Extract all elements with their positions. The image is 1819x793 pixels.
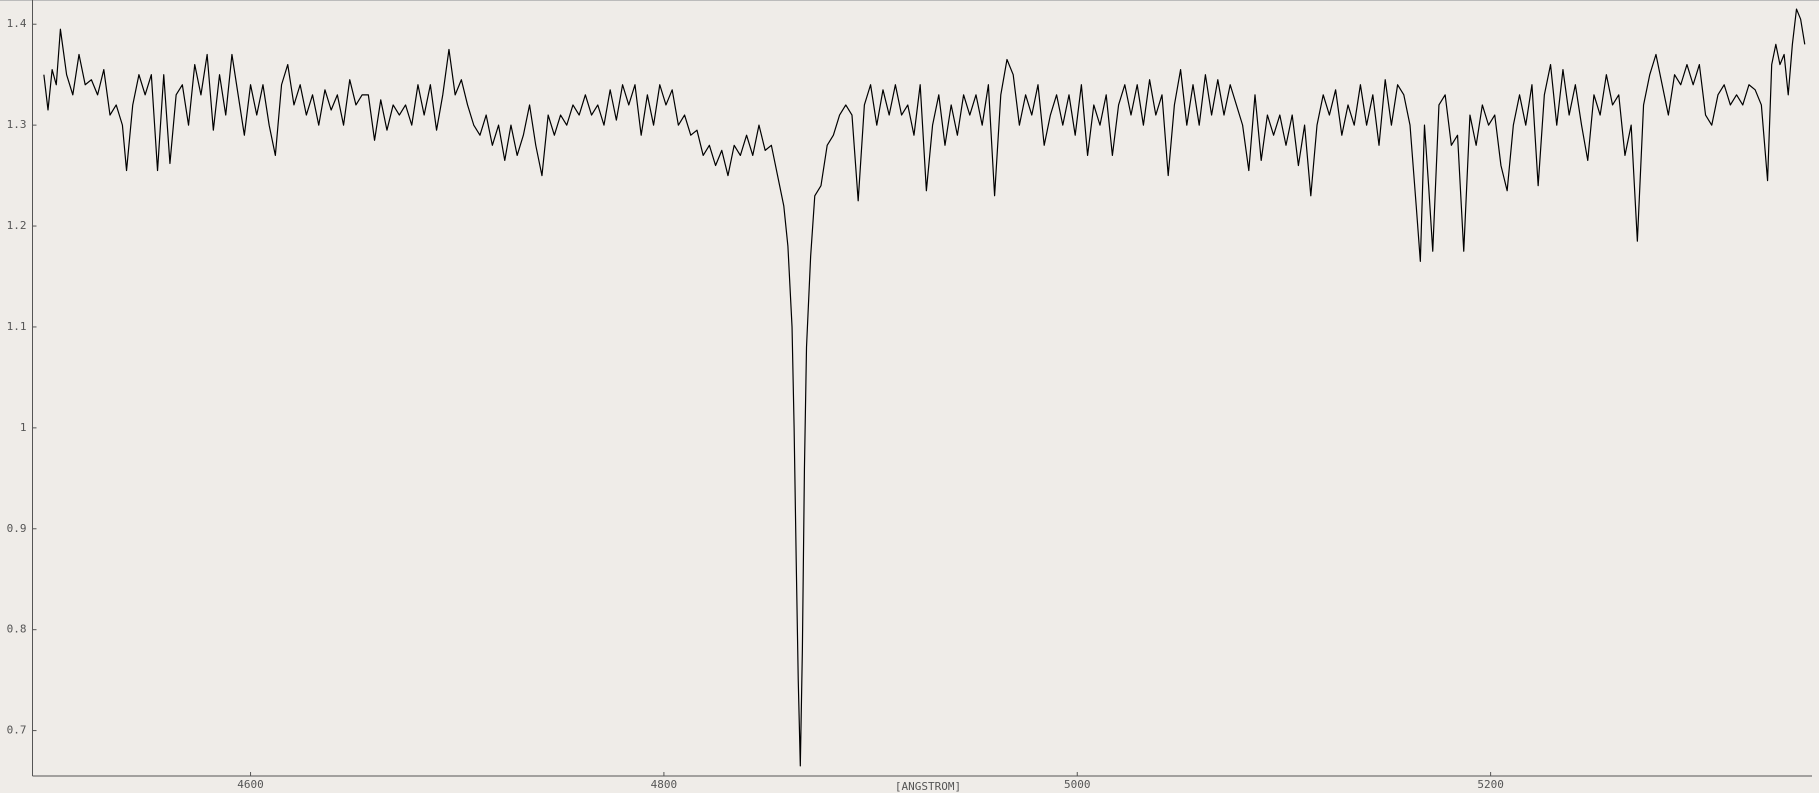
- x-tick-label: 5000: [1064, 778, 1091, 791]
- y-tick-label: 0.7: [7, 724, 27, 737]
- y-tick-label: 1.3: [7, 118, 27, 131]
- y-tick-label: 1.1: [7, 320, 27, 333]
- x-tick-label: 4800: [651, 778, 678, 791]
- y-tick-label: 1.2: [7, 219, 27, 232]
- y-tick-label: 0.8: [7, 623, 27, 636]
- x-axis-label: [ANGSTROM]: [895, 780, 961, 793]
- x-tick-label: 4600: [237, 778, 264, 791]
- y-tick-label: 1.4: [7, 17, 27, 30]
- spectrum-line: [43, 8, 1806, 767]
- y-tick-label: 1: [20, 421, 27, 434]
- x-tick-label: 5200: [1477, 778, 1504, 791]
- y-tick-label: 0.9: [7, 522, 27, 535]
